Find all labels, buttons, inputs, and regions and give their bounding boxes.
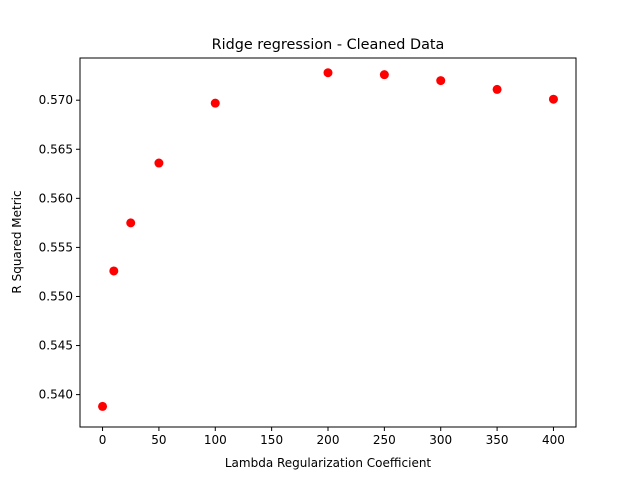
data-point [436, 76, 446, 86]
x-tick-label: 150 [260, 433, 283, 447]
x-tick-label: 50 [151, 433, 166, 447]
x-axis: 0 50 100 150 200 250 300 350 400 [99, 427, 565, 447]
data-point [126, 218, 136, 228]
x-tick-label: 200 [317, 433, 340, 447]
x-tick-label: 300 [429, 433, 452, 447]
x-tick-label: 350 [486, 433, 509, 447]
y-tick-label: 0.570 [39, 93, 73, 107]
y-axis: 0.540 0.545 0.550 0.555 0.560 0.565 0.570 [39, 93, 80, 402]
data-point [210, 98, 220, 108]
data-point [323, 68, 333, 78]
y-tick-label: 0.550 [39, 289, 73, 303]
x-tick-label: 0 [99, 433, 107, 447]
chart-title: Ridge regression - Cleaned Data [212, 37, 445, 53]
x-axis-label: Lambda Regularization Coefficient [225, 456, 432, 470]
data-point [379, 70, 389, 80]
y-tick-label: 0.545 [39, 339, 73, 353]
plot-area [79, 57, 577, 428]
y-tick-label: 0.540 [39, 388, 73, 402]
y-axis-label: R Squared Metric [10, 190, 24, 293]
data-point [154, 158, 164, 168]
x-tick-label: 100 [204, 433, 227, 447]
data-points [98, 68, 558, 411]
data-point [98, 401, 108, 411]
y-tick-label: 0.565 [39, 142, 73, 156]
y-tick-label: 0.560 [39, 191, 73, 205]
x-tick-label: 400 [542, 433, 565, 447]
data-point [548, 94, 558, 104]
y-tick-label: 0.555 [39, 240, 73, 254]
data-point [109, 266, 119, 276]
data-point [492, 84, 502, 94]
x-tick-label: 250 [373, 433, 396, 447]
